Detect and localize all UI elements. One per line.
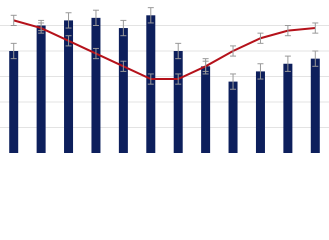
error-bar [92, 9, 99, 26]
bar [91, 17, 101, 153]
bar [255, 71, 265, 153]
error-bar [257, 32, 264, 44]
error-bar [120, 60, 127, 72]
bar [118, 28, 128, 153]
chart [0, 7, 329, 153]
error-bar [230, 73, 237, 90]
error-bar [10, 42, 17, 60]
error-bar [120, 19, 127, 37]
error-bar [202, 60, 209, 72]
bar [64, 20, 74, 153]
error-bar [284, 25, 291, 37]
bar [228, 81, 238, 153]
bar [310, 58, 320, 153]
error-bar [147, 7, 154, 24]
error-bar [10, 14, 17, 26]
bar [173, 51, 183, 153]
error-bar [312, 22, 319, 34]
bar [9, 51, 19, 153]
bar [36, 25, 46, 153]
error-bar [38, 22, 45, 34]
bar [283, 63, 293, 153]
error-bar [175, 73, 182, 85]
error-bar [92, 47, 99, 60]
error-bar [147, 73, 154, 85]
error-bar [65, 35, 72, 47]
error-bar [175, 42, 182, 60]
error-bar [284, 55, 291, 72]
error-bar [257, 63, 264, 80]
error-bar [312, 50, 319, 67]
error-bar [230, 45, 237, 57]
bar [201, 66, 211, 153]
error-bar [65, 12, 72, 29]
line [13, 19, 316, 81]
